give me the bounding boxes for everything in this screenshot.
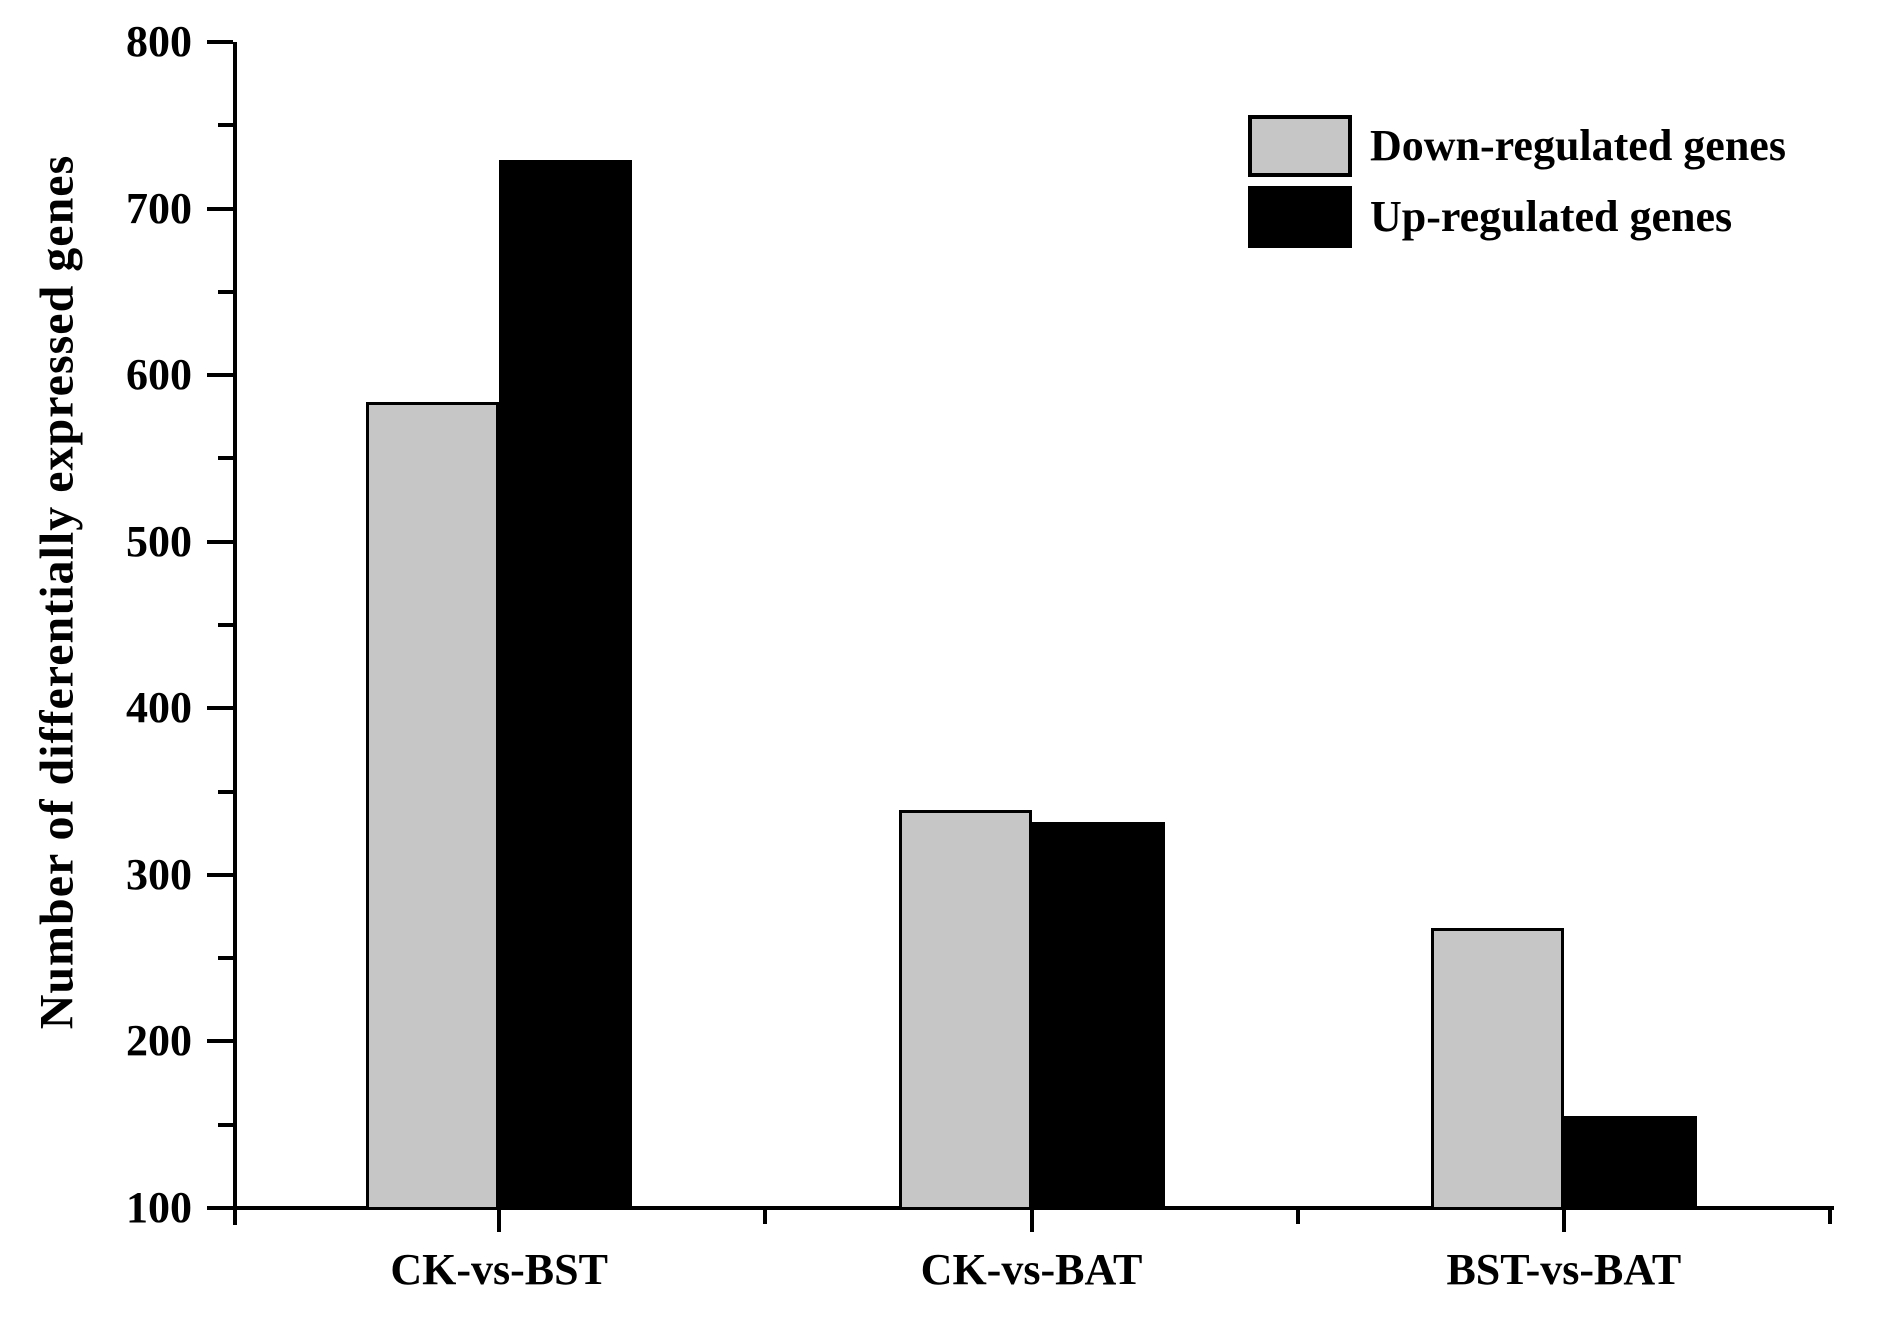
y-tick-label: 400 [126, 683, 192, 733]
y-tick-label: 100 [126, 1183, 192, 1232]
bar-up-BST-vs-BAT [1563, 1116, 1697, 1210]
bar-down-CK-vs-BST [366, 401, 500, 1210]
bar-up-CK-vs-BAT [1031, 821, 1165, 1210]
legend: Down-regulated genes Up-regulated genes [1248, 115, 1786, 257]
y-major-tick [207, 539, 233, 544]
legend-label-down-regulated: Down-regulated genes [1370, 121, 1786, 170]
y-axis-line [233, 42, 237, 1225]
x-minor-tick [763, 1210, 768, 1224]
y-tick-label: 800 [126, 17, 192, 66]
bar-up-CK-vs-BST [499, 160, 633, 1210]
legend-item-up-regulated: Up-regulated genes [1248, 186, 1786, 248]
x-category-label-CK-vs-BAT: CK-vs-BAT [920, 1245, 1143, 1294]
x-major-tick [1029, 1210, 1034, 1232]
x-major-tick [1561, 1210, 1566, 1232]
x-axis-end-tick [1828, 1210, 1832, 1224]
y-tick-label: 500 [126, 516, 192, 566]
y-major-tick [207, 706, 233, 711]
y-major-tick [207, 1039, 233, 1044]
y-major-tick [207, 206, 233, 211]
legend-swatch-down-regulated [1248, 115, 1352, 177]
y-tick-label: 600 [126, 350, 192, 400]
y-major-tick [207, 872, 233, 877]
legend-label-up-regulated: Up-regulated genes [1370, 192, 1733, 241]
legend-item-down-regulated: Down-regulated genes [1248, 115, 1786, 177]
y-minor-tick [218, 456, 233, 461]
bar-down-BST-vs-BAT [1430, 928, 1564, 1210]
y-major-tick [207, 40, 233, 44]
y-tick-label: 200 [126, 1016, 192, 1066]
y-minor-tick [218, 956, 233, 961]
y-major-tick [207, 1206, 233, 1210]
x-major-tick [497, 1210, 502, 1232]
y-axis-title: Number of differentially expressed genes [30, 154, 84, 1030]
x-category-label-CK-vs-BST: CK-vs-BST [390, 1245, 608, 1294]
y-minor-tick [218, 1122, 233, 1127]
y-minor-tick [218, 123, 233, 128]
y-tick-label: 300 [126, 849, 192, 899]
y-minor-tick [218, 789, 233, 794]
bar-down-CK-vs-BAT [898, 809, 1032, 1210]
x-category-label-BST-vs-BAT: BST-vs-BAT [1446, 1245, 1682, 1294]
y-major-tick [207, 373, 233, 378]
legend-swatch-up-regulated [1248, 186, 1352, 248]
y-minor-tick [218, 289, 233, 294]
x-minor-tick [1295, 1210, 1300, 1224]
y-minor-tick [218, 623, 233, 627]
y-tick-label: 700 [126, 183, 192, 233]
